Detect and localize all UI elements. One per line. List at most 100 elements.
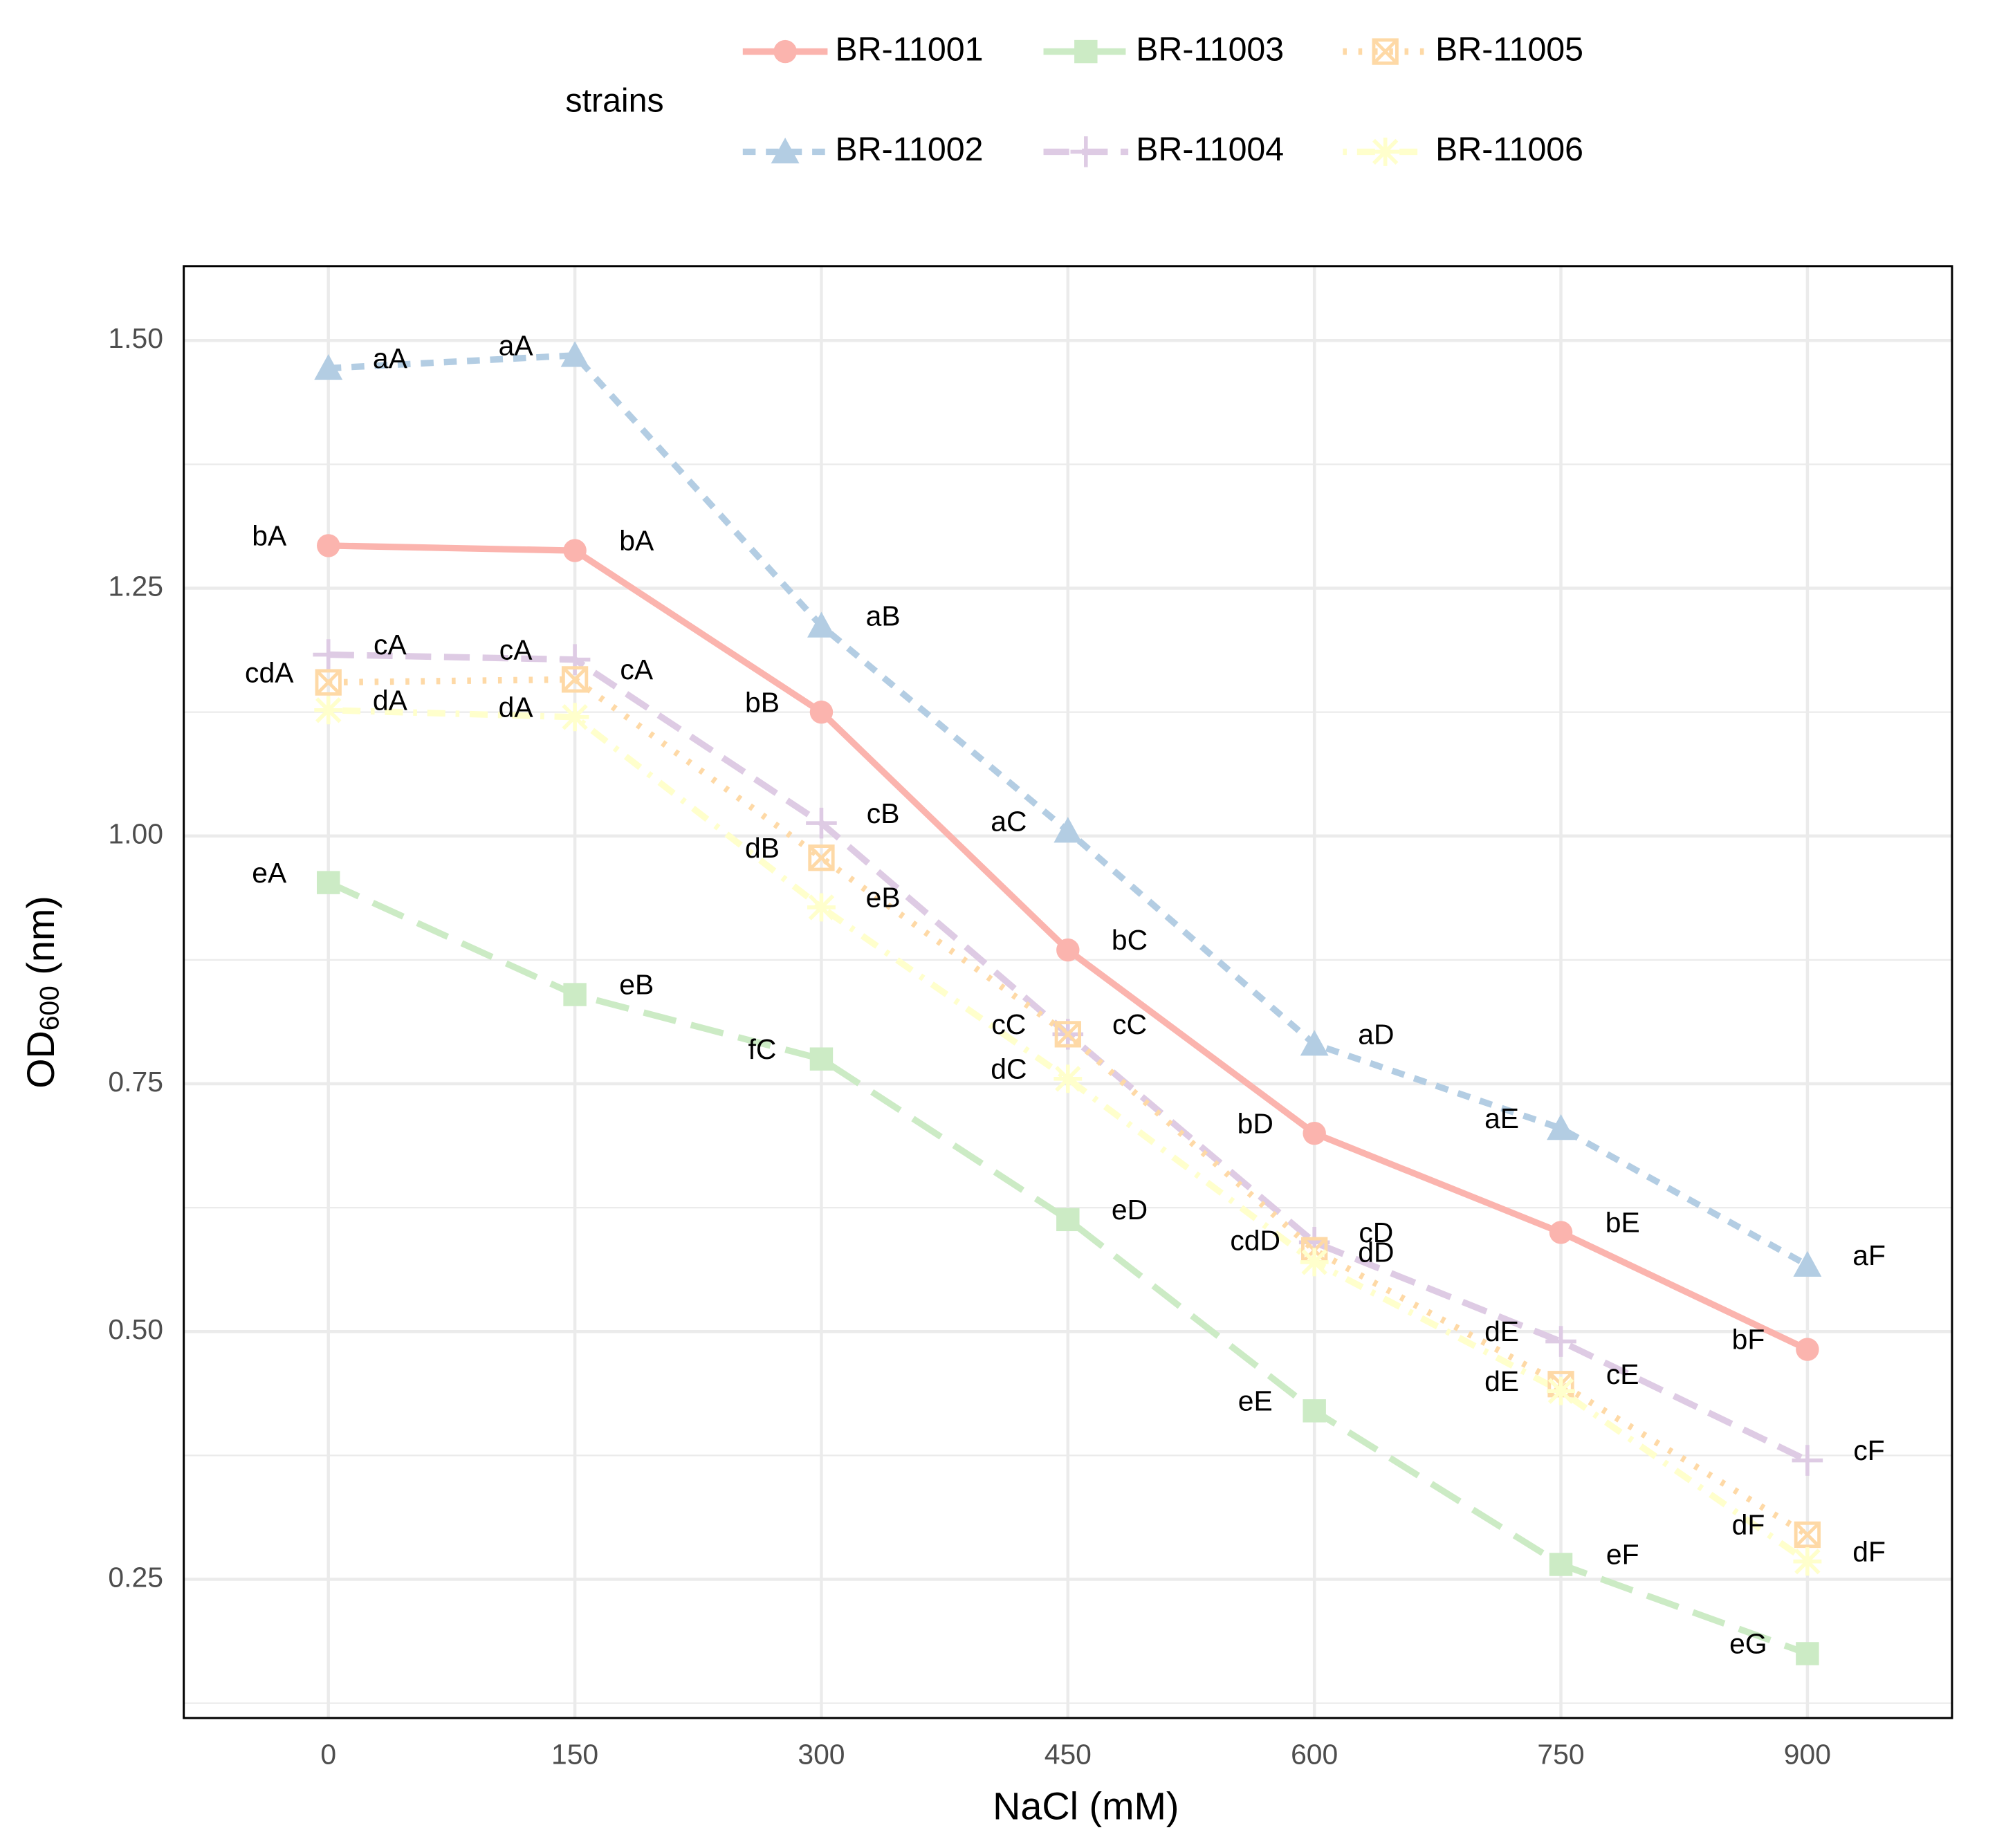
point-label: eB <box>619 969 654 1001</box>
legend-label: BR-11006 <box>1435 131 1583 168</box>
data-point <box>806 807 837 839</box>
legend-key-marker <box>1070 136 1102 167</box>
point-label: eA <box>252 857 287 889</box>
point-label: aC <box>991 805 1027 837</box>
data-point <box>313 639 344 670</box>
legend-label: BR-11005 <box>1435 30 1583 68</box>
point-label: aA <box>499 329 534 361</box>
y-tick-label: 0.75 <box>108 1066 163 1098</box>
point-label: cE <box>1606 1358 1639 1390</box>
point-label: cD <box>1359 1217 1393 1248</box>
y-tick-label: 0.25 <box>108 1561 163 1593</box>
point-label: eF <box>1606 1539 1639 1571</box>
data-point <box>563 539 587 562</box>
legend-label: BR-11004 <box>1136 131 1284 168</box>
point-label: bB <box>745 686 780 718</box>
point-label: cA <box>374 629 407 660</box>
x-tick-label: 600 <box>1291 1739 1338 1771</box>
point-label: cC <box>991 1008 1026 1040</box>
data-point <box>1796 1642 1819 1665</box>
point-label: cdA <box>245 656 294 688</box>
legend-key-marker <box>1371 138 1400 166</box>
y-tick-label: 0.50 <box>108 1313 163 1345</box>
y-tick-label: 1.25 <box>108 570 163 602</box>
legend-title: strains <box>565 82 663 120</box>
point-label: cB <box>867 797 900 829</box>
panel-border <box>183 265 1953 1719</box>
point-label: aF <box>1852 1239 1886 1271</box>
point-label: bE <box>1605 1207 1640 1239</box>
legend-key-marker <box>1372 38 1399 65</box>
data-point <box>809 1047 834 1071</box>
data-point <box>807 611 836 638</box>
x-tick-label: 750 <box>1537 1739 1584 1771</box>
x-tick-label: 300 <box>798 1739 845 1771</box>
data-point <box>1303 1121 1326 1145</box>
x-tick-label: 150 <box>551 1739 598 1771</box>
legend-label: BR-11002 <box>836 131 984 168</box>
data-point <box>559 644 591 675</box>
data-point <box>1793 1547 1822 1576</box>
point-label: bA <box>252 520 287 552</box>
point-label: dE <box>1484 1365 1519 1397</box>
point-label: bF <box>1732 1324 1765 1356</box>
data-point <box>314 353 343 380</box>
y-title-sub: 600 <box>35 986 65 1031</box>
point-label: aE <box>1484 1102 1519 1134</box>
point-label: eB <box>866 882 901 914</box>
point-label: dB <box>745 832 780 864</box>
x-tick-label: 0 <box>320 1739 336 1771</box>
point-label: bA <box>619 525 654 557</box>
point-label: aB <box>866 600 901 632</box>
point-label: dE <box>1484 1315 1519 1347</box>
data-point <box>314 696 343 725</box>
data-point <box>1056 938 1080 962</box>
data-point <box>1056 1208 1080 1232</box>
data-point <box>1303 1399 1326 1423</box>
y-title-main: OD <box>19 1031 62 1089</box>
point-label: cA <box>620 654 653 685</box>
point-label: aA <box>373 342 408 374</box>
point-label: dA <box>373 684 408 716</box>
legend-key-marker <box>771 138 800 164</box>
point-label: dF <box>1852 1535 1886 1567</box>
point-label: bC <box>1112 924 1148 956</box>
data-point <box>1547 1114 1575 1140</box>
data-point <box>563 983 587 1006</box>
point-label: dF <box>1732 1509 1765 1541</box>
data-point <box>1053 1064 1083 1093</box>
point-label: cdD <box>1230 1224 1280 1256</box>
data-point <box>1549 1221 1573 1244</box>
y-tick-label: 1.50 <box>108 322 163 354</box>
data-point <box>808 844 835 871</box>
point-label: aD <box>1358 1018 1394 1050</box>
x-tick-label: 450 <box>1045 1739 1092 1771</box>
data-point <box>560 341 589 367</box>
data-point <box>1793 1250 1822 1277</box>
point-label: cC <box>1112 1008 1147 1040</box>
data-point <box>809 700 834 724</box>
data-point <box>1300 1248 1329 1277</box>
legend-key-marker <box>773 39 797 64</box>
data-point <box>1792 1445 1823 1476</box>
legend-label: BR-11003 <box>1136 30 1284 68</box>
legend-key-marker <box>1074 39 1098 64</box>
y-axis-title: OD600 (nm) <box>19 896 65 1089</box>
data-point <box>317 534 340 557</box>
y-tick-label: 1.00 <box>108 818 163 850</box>
legend-label: BR-11001 <box>836 30 984 68</box>
x-tick-label: 900 <box>1784 1739 1831 1771</box>
point-label: cF <box>1853 1434 1884 1466</box>
point-label: eG <box>1729 1628 1767 1660</box>
data-point <box>1545 1326 1576 1357</box>
data-point <box>1796 1338 1819 1361</box>
data-point <box>1549 1553 1573 1576</box>
data-point <box>807 893 836 922</box>
point-label: fC <box>748 1033 777 1065</box>
point-label: eD <box>1112 1194 1148 1226</box>
data-point <box>1054 1021 1081 1048</box>
point-label: eE <box>1238 1385 1273 1417</box>
